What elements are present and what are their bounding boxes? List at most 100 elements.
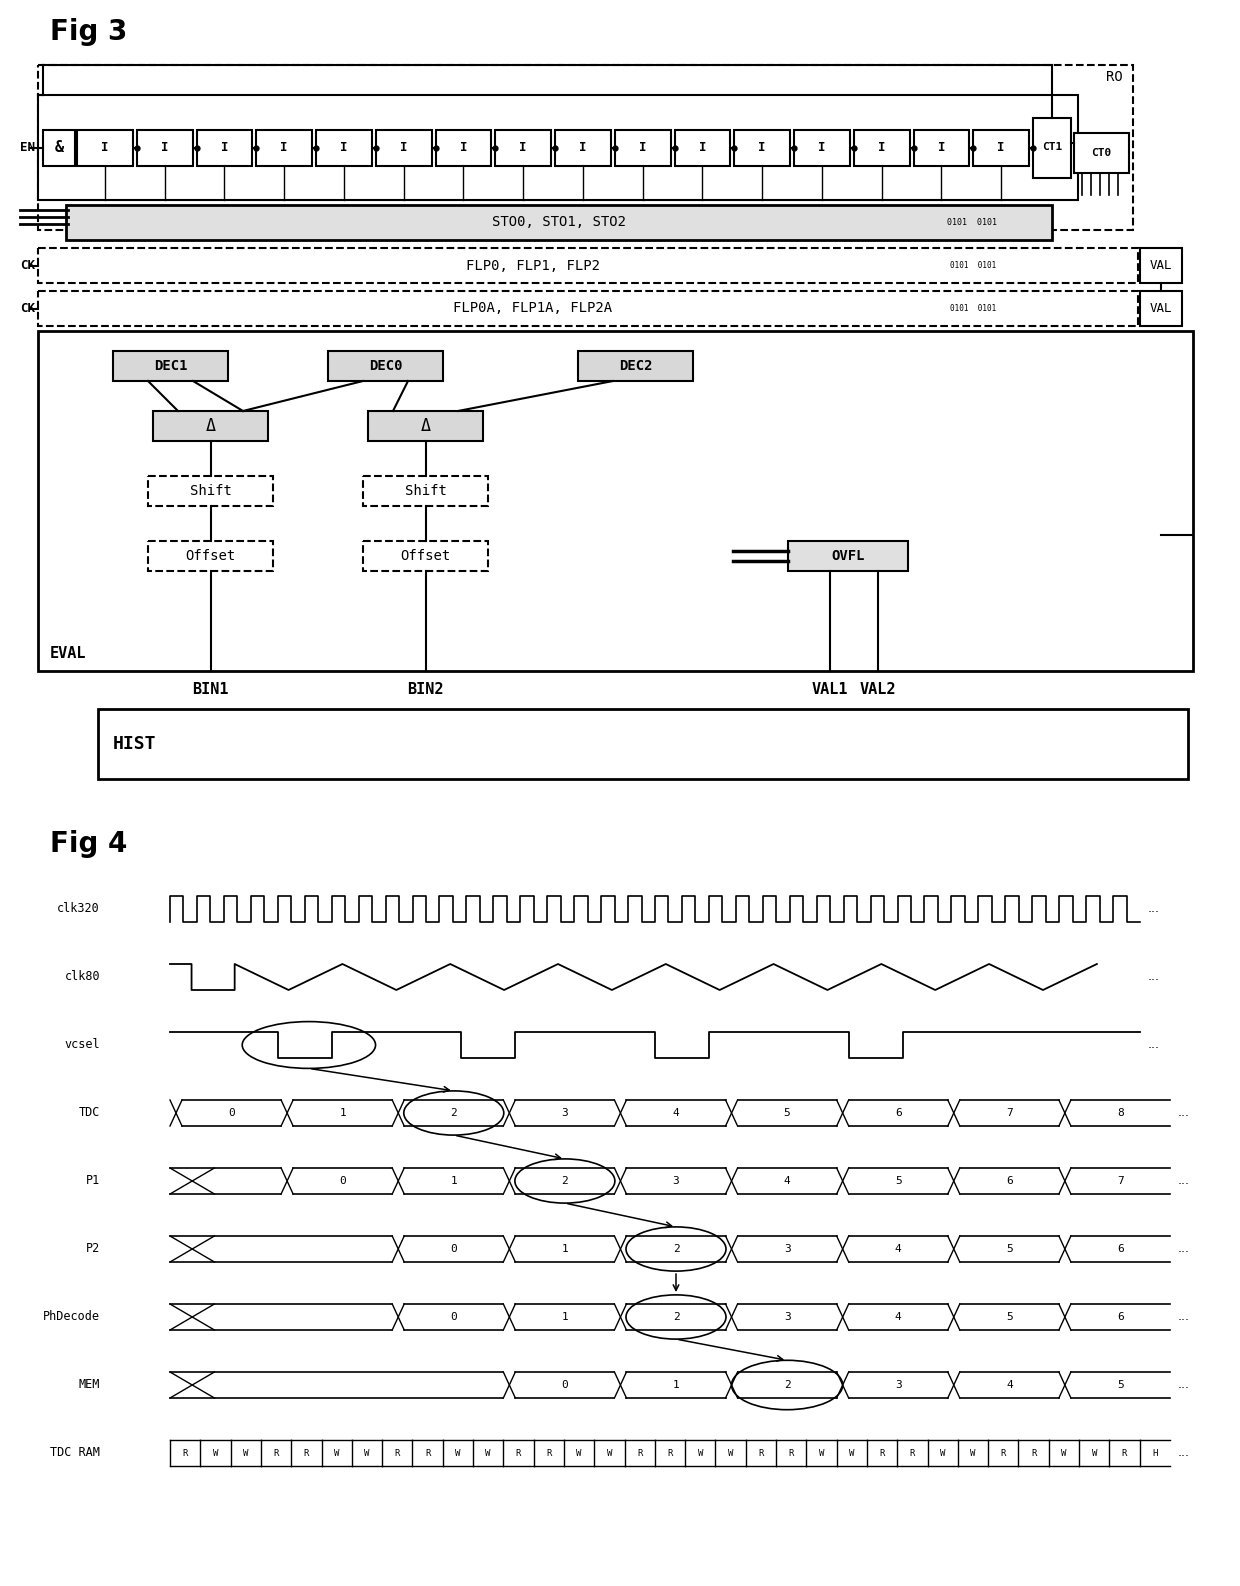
Text: 3: 3 bbox=[895, 1380, 901, 1389]
Bar bbox=[787, 541, 908, 571]
Bar bbox=[153, 411, 268, 441]
Bar bbox=[556, 130, 611, 165]
Text: Fig 3: Fig 3 bbox=[50, 17, 128, 46]
Text: 6: 6 bbox=[1006, 1175, 1013, 1186]
Text: W: W bbox=[1091, 1448, 1097, 1458]
Bar bbox=[973, 130, 1029, 165]
Text: R: R bbox=[637, 1448, 642, 1458]
Bar bbox=[1140, 247, 1182, 282]
Text: 4: 4 bbox=[784, 1175, 790, 1186]
Text: VAL2: VAL2 bbox=[859, 682, 897, 696]
Text: R: R bbox=[425, 1448, 430, 1458]
Text: RO: RO bbox=[1106, 70, 1123, 84]
Text: I: I bbox=[520, 141, 527, 154]
Text: R: R bbox=[516, 1448, 521, 1458]
Text: I: I bbox=[399, 141, 408, 154]
Bar bbox=[615, 130, 671, 165]
Text: 0: 0 bbox=[450, 1312, 458, 1323]
Text: CK: CK bbox=[20, 301, 35, 316]
Text: I: I bbox=[340, 141, 347, 154]
Bar bbox=[578, 351, 693, 381]
Text: I: I bbox=[639, 141, 646, 154]
Bar bbox=[148, 541, 273, 571]
Text: I: I bbox=[102, 141, 109, 154]
Text: I: I bbox=[280, 141, 288, 154]
Text: W: W bbox=[818, 1448, 825, 1458]
Bar bbox=[1074, 133, 1128, 173]
Text: R: R bbox=[910, 1448, 915, 1458]
Text: R: R bbox=[667, 1448, 672, 1458]
Text: I: I bbox=[161, 141, 169, 154]
Bar bbox=[38, 95, 1078, 200]
Text: W: W bbox=[728, 1448, 733, 1458]
Bar bbox=[38, 65, 1133, 230]
Text: 5: 5 bbox=[1006, 1312, 1013, 1323]
Text: W: W bbox=[486, 1448, 491, 1458]
Text: 3: 3 bbox=[562, 1109, 568, 1118]
Bar bbox=[148, 476, 273, 506]
Text: W: W bbox=[606, 1448, 613, 1458]
Text: R: R bbox=[1122, 1448, 1127, 1458]
Text: STO0, STO1, STO2: STO0, STO1, STO2 bbox=[492, 216, 626, 230]
Text: Δ: Δ bbox=[420, 417, 430, 435]
Bar bbox=[1140, 290, 1182, 327]
Text: I: I bbox=[698, 141, 706, 154]
Bar bbox=[435, 130, 491, 165]
Text: R: R bbox=[273, 1448, 279, 1458]
Bar bbox=[794, 130, 849, 165]
Bar bbox=[136, 130, 192, 165]
Text: CK: CK bbox=[20, 259, 35, 273]
Bar bbox=[43, 130, 74, 165]
Bar bbox=[363, 541, 489, 571]
Text: &: & bbox=[55, 140, 63, 155]
Text: W: W bbox=[365, 1448, 370, 1458]
Text: P2: P2 bbox=[86, 1242, 100, 1256]
Text: W: W bbox=[849, 1448, 854, 1458]
Text: HIST: HIST bbox=[113, 734, 156, 753]
Bar bbox=[257, 130, 312, 165]
Text: 6: 6 bbox=[1117, 1312, 1123, 1323]
Text: 2: 2 bbox=[562, 1175, 568, 1186]
Text: ...: ... bbox=[1148, 971, 1159, 983]
Text: VAL: VAL bbox=[1149, 259, 1172, 273]
Bar bbox=[66, 205, 1052, 239]
Text: W: W bbox=[1061, 1448, 1066, 1458]
Text: 0: 0 bbox=[340, 1175, 346, 1186]
Text: ...: ... bbox=[1178, 1446, 1190, 1459]
Bar bbox=[329, 351, 443, 381]
Text: ...: ... bbox=[1178, 1175, 1190, 1188]
Text: ...: ... bbox=[1148, 1039, 1159, 1052]
Text: 7: 7 bbox=[1006, 1109, 1013, 1118]
Text: 1: 1 bbox=[672, 1380, 680, 1389]
Text: PhDecode: PhDecode bbox=[43, 1310, 100, 1323]
Text: 4: 4 bbox=[895, 1243, 901, 1255]
Text: EN: EN bbox=[20, 141, 35, 154]
Text: W: W bbox=[213, 1448, 218, 1458]
Bar bbox=[38, 247, 1138, 282]
Text: VAL1: VAL1 bbox=[812, 682, 848, 696]
Text: 8: 8 bbox=[1117, 1109, 1123, 1118]
Text: R: R bbox=[304, 1448, 309, 1458]
Bar bbox=[495, 130, 551, 165]
Text: 2: 2 bbox=[450, 1109, 458, 1118]
Text: ...: ... bbox=[1148, 902, 1159, 915]
Text: 0101  0101: 0101 0101 bbox=[947, 217, 997, 227]
Text: TDC: TDC bbox=[78, 1107, 100, 1120]
Text: Shift: Shift bbox=[190, 484, 232, 498]
Text: TDC RAM: TDC RAM bbox=[50, 1446, 100, 1459]
Text: 2: 2 bbox=[672, 1312, 680, 1323]
Text: P1: P1 bbox=[86, 1175, 100, 1188]
Text: W: W bbox=[940, 1448, 945, 1458]
Text: W: W bbox=[577, 1448, 582, 1458]
Text: FLP0A, FLP1A, FLP2A: FLP0A, FLP1A, FLP2A bbox=[454, 301, 613, 316]
Text: 6: 6 bbox=[895, 1109, 901, 1118]
Text: clk80: clk80 bbox=[64, 971, 100, 983]
Bar bbox=[38, 290, 1138, 327]
Text: 0: 0 bbox=[228, 1109, 234, 1118]
Text: BIN1: BIN1 bbox=[192, 682, 228, 696]
Text: 5: 5 bbox=[1006, 1243, 1013, 1255]
Text: CT0: CT0 bbox=[1091, 147, 1111, 157]
Bar bbox=[113, 351, 228, 381]
Text: W: W bbox=[243, 1448, 248, 1458]
Text: 5: 5 bbox=[784, 1109, 790, 1118]
